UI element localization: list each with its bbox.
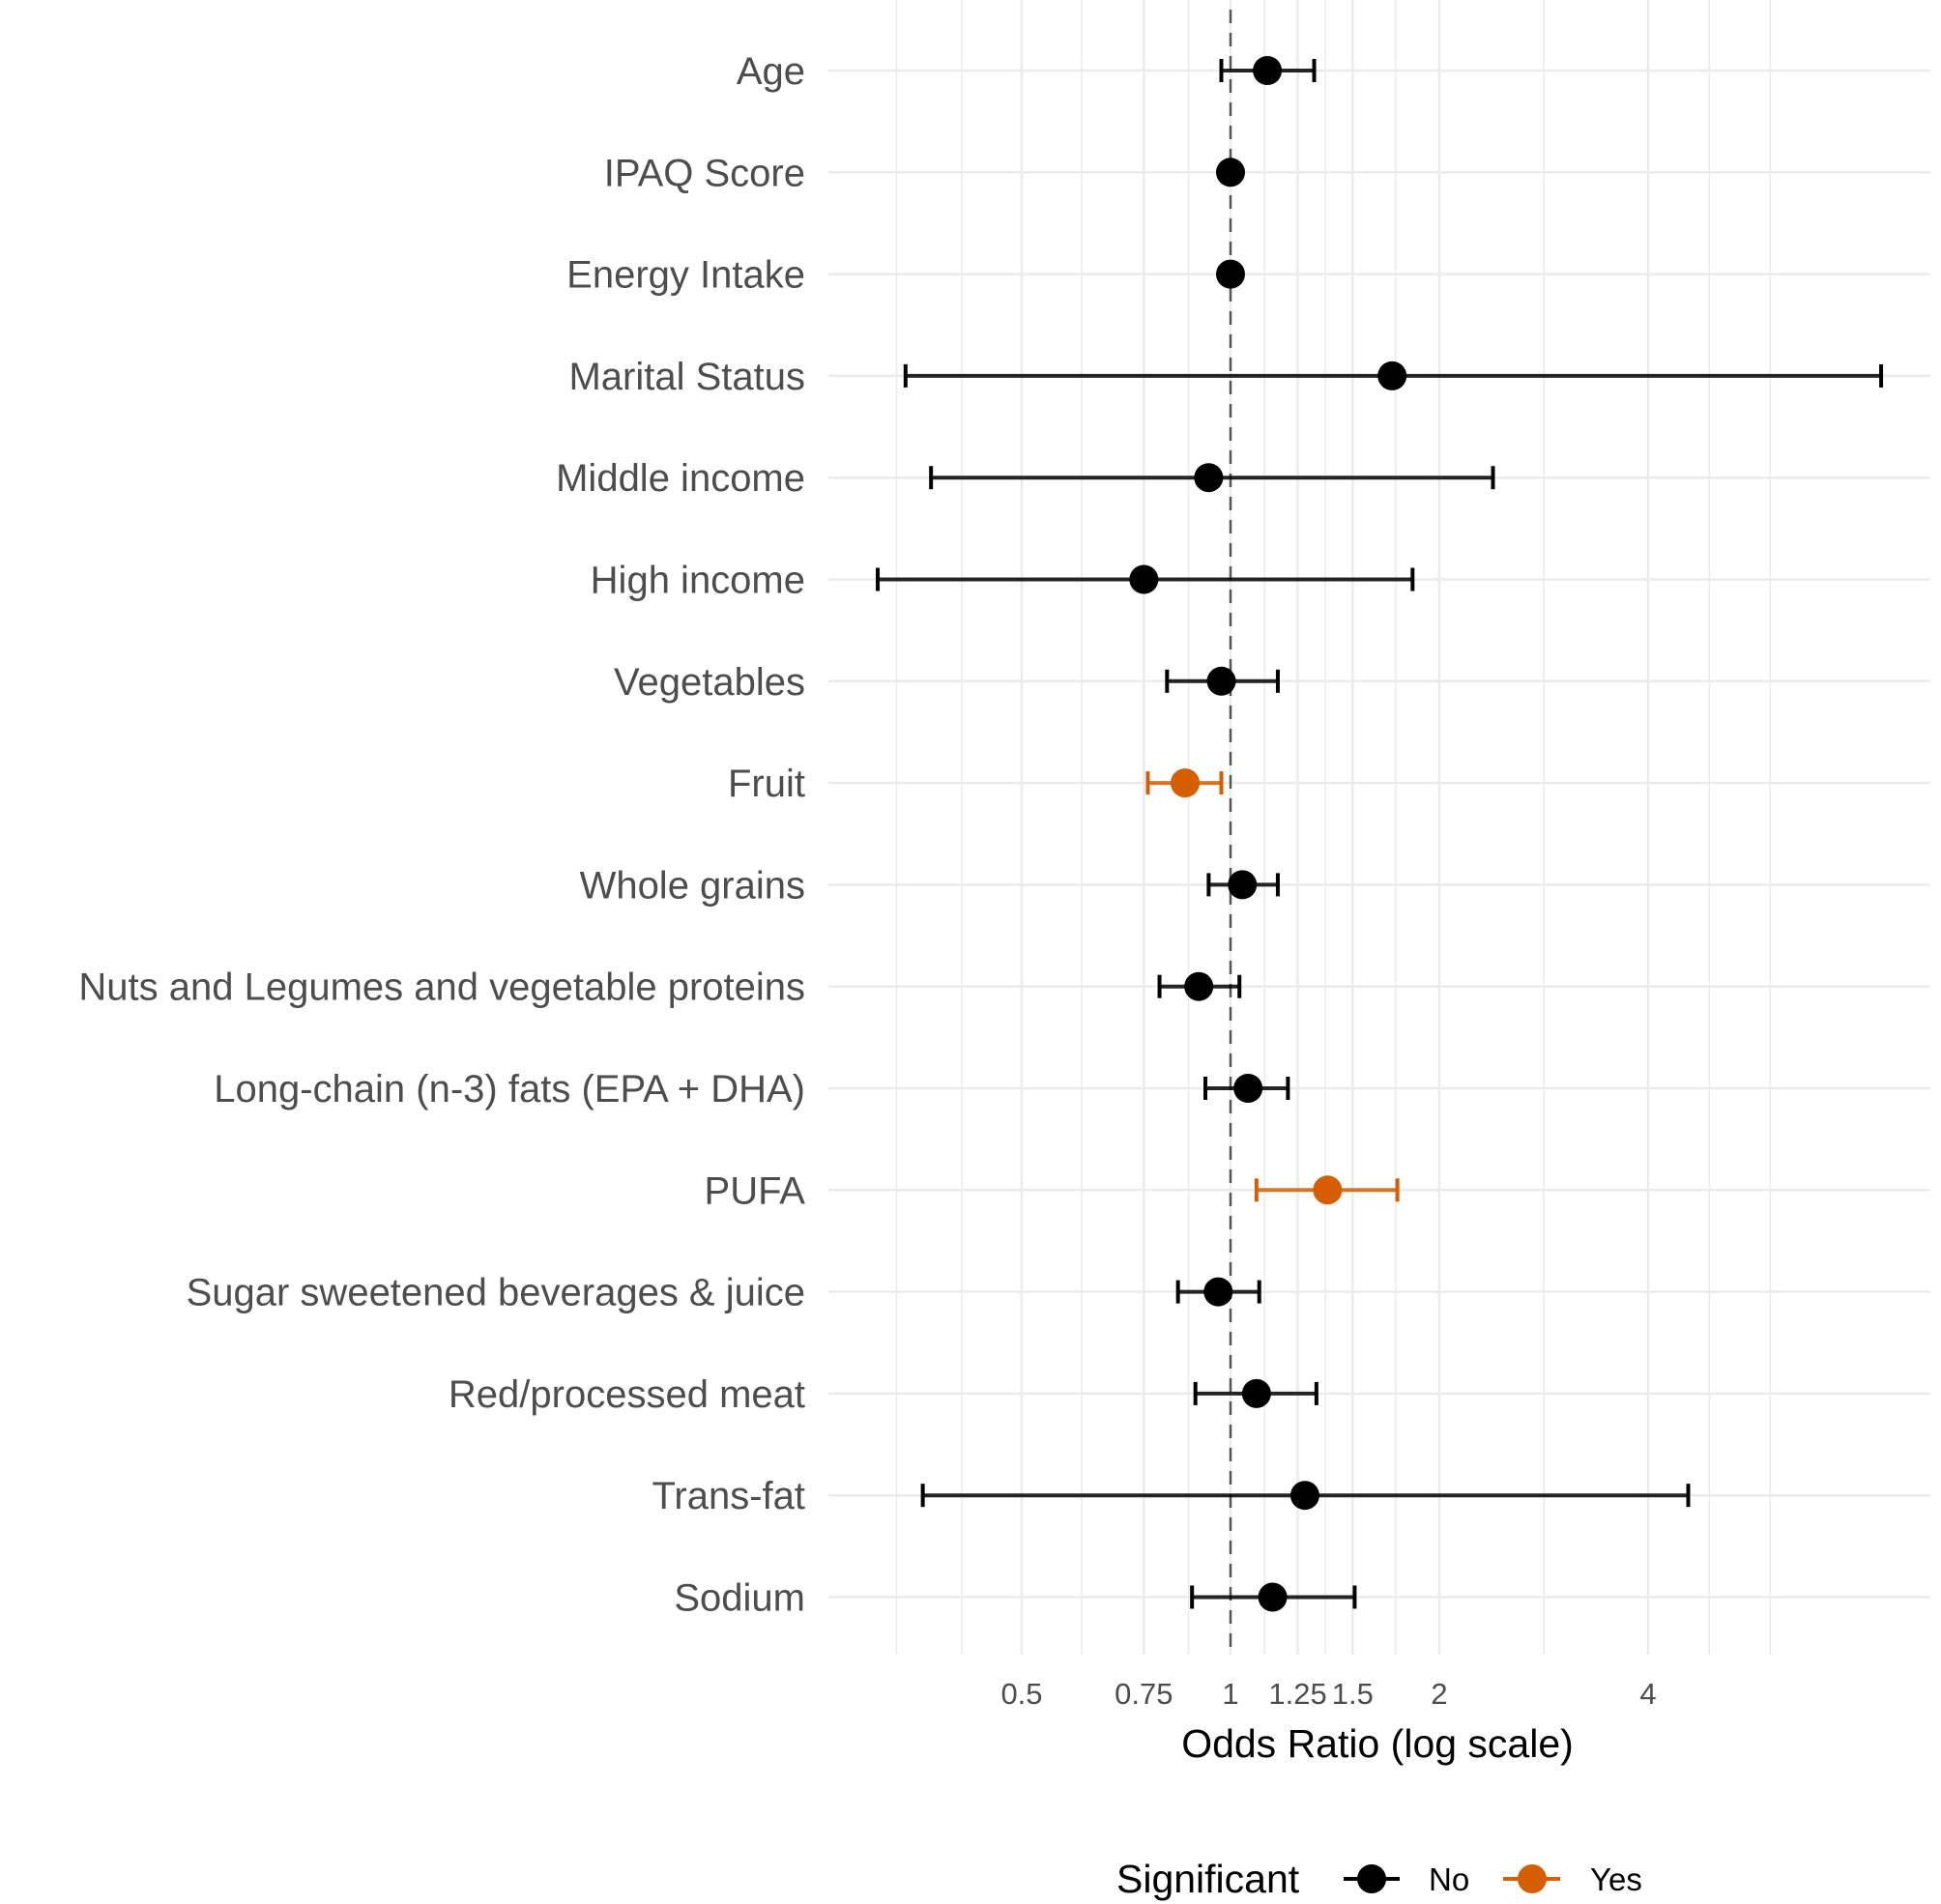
- y-axis-label: Sugar sweetened beverages & juice: [187, 1272, 805, 1314]
- odds-ratio-point: [1289, 1481, 1319, 1511]
- forest-row: [1203, 1074, 1290, 1103]
- y-axis-label: Energy Intake: [566, 254, 805, 297]
- forest-row: [1145, 768, 1224, 798]
- data-marks: [876, 56, 1884, 1612]
- legend-key-yes: [1503, 1864, 1560, 1893]
- odds-ratio-point: [1206, 666, 1236, 696]
- forest-row: [1219, 56, 1317, 85]
- y-axis-label: Red/processed meat: [449, 1373, 805, 1416]
- y-axis-label: Marital Status: [568, 356, 805, 398]
- y-axis-label: Whole grains: [580, 864, 805, 907]
- forest-row: [1216, 259, 1245, 289]
- forest-row: [1206, 870, 1280, 900]
- x-tick-label: 0.5: [1000, 1677, 1042, 1711]
- forest-row: [920, 1481, 1691, 1511]
- y-axis-labels: Age IPAQ Score Energy Intake Marital Status…: [78, 50, 805, 1620]
- legend-label-yes: Yes: [1590, 1861, 1642, 1897]
- x-tick-label: 4: [1639, 1677, 1656, 1711]
- odds-ratio-point: [1194, 463, 1224, 493]
- forest-row: [1193, 1378, 1318, 1408]
- odds-ratio-point: [1258, 1582, 1288, 1612]
- legend-key-yes-point: [1518, 1864, 1547, 1893]
- legend-label-no: No: [1429, 1861, 1469, 1897]
- odds-ratio-point: [1203, 1277, 1233, 1307]
- odds-ratio-point: [1184, 971, 1214, 1001]
- odds-ratio-point: [1377, 361, 1407, 390]
- y-axis-label: Nuts and Legumes and vegetable proteins: [78, 966, 805, 1009]
- x-tick-label: 0.75: [1115, 1677, 1173, 1711]
- y-axis-label: High income: [591, 560, 805, 602]
- y-axis-label: PUFA: [705, 1169, 806, 1212]
- legend-title: Significant: [1116, 1857, 1300, 1901]
- y-axis-label: Sodium: [674, 1577, 805, 1620]
- y-axis-label: Age: [737, 50, 805, 93]
- forest-row: [1254, 1175, 1400, 1205]
- forest-row: [1216, 158, 1245, 188]
- legend-key-no: [1344, 1864, 1400, 1893]
- y-axis-label: Middle income: [556, 457, 805, 500]
- forest-row: [1190, 1582, 1357, 1612]
- x-tick-label: 1: [1222, 1677, 1238, 1711]
- x-axis-title: Odds Ratio (log scale): [1181, 1721, 1574, 1766]
- y-axis-label: Vegetables: [614, 661, 805, 704]
- y-axis-label: Fruit: [728, 763, 805, 805]
- legend-key-no-point: [1357, 1864, 1386, 1893]
- odds-ratio-point: [1253, 56, 1283, 85]
- odds-ratio-point: [1216, 158, 1245, 188]
- odds-ratio-point: [1171, 768, 1201, 798]
- x-tick-label: 2: [1431, 1677, 1447, 1711]
- x-tick-label: 1.25: [1268, 1677, 1326, 1711]
- y-axis-label: Long-chain (n-3) fats (EPA + DHA): [214, 1068, 805, 1111]
- forest-row: [1157, 971, 1242, 1001]
- forest-row: [929, 463, 1495, 493]
- y-axis-label: IPAQ Score: [604, 152, 805, 194]
- odds-ratio-point: [1241, 1378, 1271, 1408]
- forest-row: [1175, 1277, 1261, 1307]
- grid-layer: [828, 0, 1930, 1655]
- forest-row: [1165, 666, 1280, 696]
- odds-ratio-point: [1313, 1175, 1343, 1205]
- y-axis-label: Trans-fat: [652, 1475, 805, 1517]
- legend: Significant No Yes: [1116, 1857, 1642, 1901]
- x-tick-label: 1.5: [1332, 1677, 1374, 1711]
- odds-ratio-point: [1233, 1074, 1263, 1103]
- odds-ratio-point: [1129, 564, 1159, 594]
- odds-ratio-point: [1216, 259, 1245, 289]
- forest-row: [903, 361, 1884, 390]
- x-axis-ticks: 0.5 0.75 1 1.25 1.5 2 4: [1000, 1677, 1656, 1711]
- odds-ratio-point: [1228, 870, 1258, 900]
- forest-row: [876, 564, 1415, 594]
